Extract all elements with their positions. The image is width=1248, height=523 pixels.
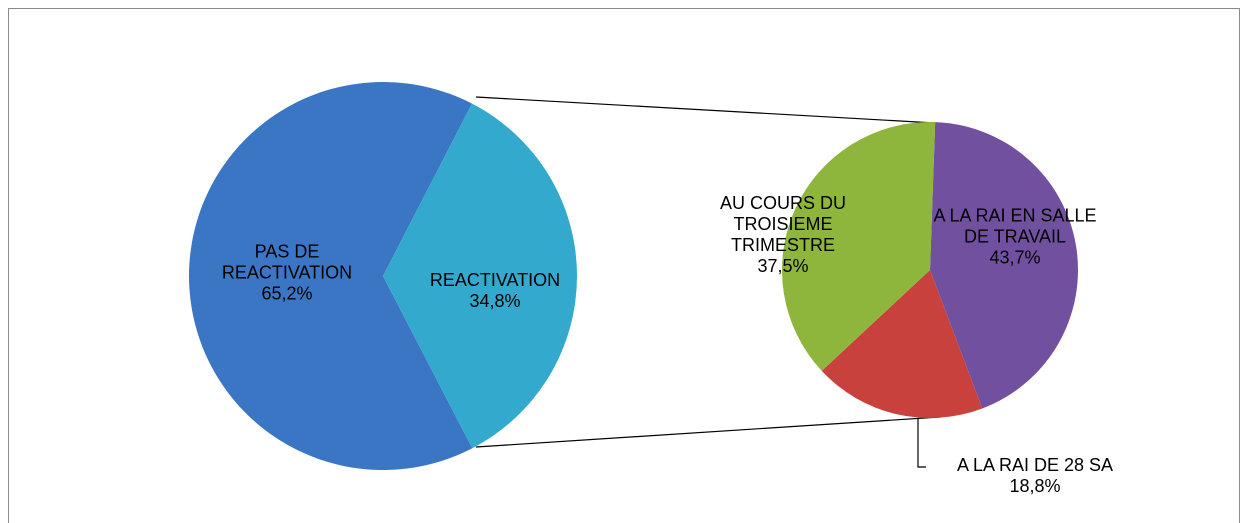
pie-slice [188, 82, 473, 471]
slice-label: A LA RAI EN SALLE DE TRAVAIL 43,7% [928, 206, 1103, 269]
slice-label: PAS DE REACTIVATION 65,2% [202, 242, 372, 305]
chart-frame [8, 8, 1240, 523]
category: A LA RAI DE 28 SA [956, 455, 1114, 475]
slice-label: A LA RAI DE 28 SA 18,8% [925, 455, 1145, 497]
category: PAS DE REACTIVATION [221, 241, 353, 283]
pie-slice [782, 122, 936, 371]
leader-line [917, 418, 926, 468]
category: A LA RAI EN SALLE DE TRAVAIL [933, 205, 1097, 247]
value-label: 37,5% [757, 256, 809, 276]
category: REACTIVATION [429, 270, 561, 290]
value-label: 34,8% [469, 291, 521, 311]
slice-label: REACTIVATION 34,8% [405, 270, 585, 312]
value-label: 18,8% [1009, 476, 1061, 496]
pie-slice [383, 103, 577, 449]
value-label: 43,7% [989, 247, 1041, 268]
category: AU COURS DU TROISIEME TRIMESTRE [719, 193, 846, 255]
pie-slice [930, 122, 1079, 409]
connector-line [475, 416, 941, 448]
pie-slice [821, 270, 983, 418]
slice-label: AU COURS DU TROISIEME TRIMESTRE 37,5% [713, 193, 853, 277]
value-label: 65,2% [261, 283, 313, 304]
connector-line [475, 96, 936, 124]
